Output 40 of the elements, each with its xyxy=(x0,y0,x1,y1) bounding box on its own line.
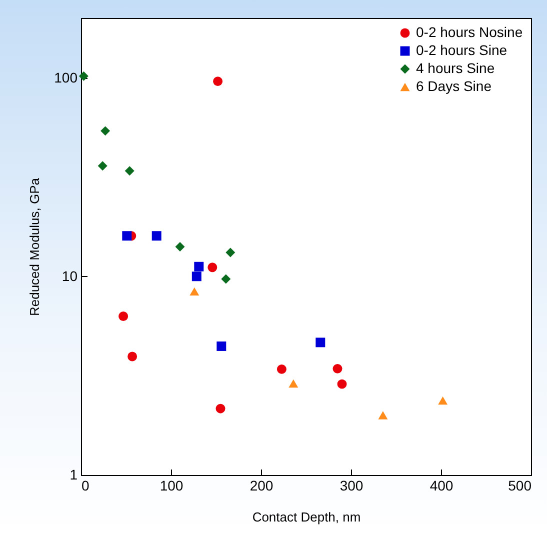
legend-label: 0-2 hours Sine xyxy=(416,42,508,58)
point xyxy=(78,71,88,81)
point xyxy=(124,166,134,176)
legend-label: 6 Days Sine xyxy=(416,78,492,94)
point xyxy=(213,76,223,86)
x-tick-label: 100 xyxy=(160,478,184,494)
x-tick-label: 300 xyxy=(340,478,364,494)
point xyxy=(192,272,202,282)
point xyxy=(288,379,298,388)
y-tick-label: 100 xyxy=(54,69,78,86)
x-axis-title: Contact Depth, nm xyxy=(252,510,361,524)
point xyxy=(337,379,347,389)
y-tick-label: 1 xyxy=(70,466,78,482)
point xyxy=(175,242,185,252)
x-tick-label: 500 xyxy=(508,478,532,494)
legend-label: 0-2 hours Nosine xyxy=(416,24,523,40)
point xyxy=(216,404,226,414)
point xyxy=(226,248,236,258)
point xyxy=(98,161,108,171)
point xyxy=(190,287,200,296)
point xyxy=(276,364,286,374)
point xyxy=(332,364,342,374)
point xyxy=(438,396,448,405)
point xyxy=(194,262,204,272)
legend-label: 4 hours Sine xyxy=(416,60,495,76)
y-tick-label: 10 xyxy=(62,268,78,284)
x-tick-label: 400 xyxy=(430,478,454,494)
x-tick-label: 200 xyxy=(250,478,274,494)
point xyxy=(208,262,218,272)
point xyxy=(378,411,388,420)
point xyxy=(152,231,162,241)
point xyxy=(118,312,128,321)
y-axis-title: Reduced Modulus, GPa xyxy=(27,177,42,316)
point xyxy=(216,341,226,351)
point xyxy=(122,231,132,241)
point xyxy=(221,274,231,284)
point xyxy=(316,338,326,348)
point xyxy=(100,126,110,136)
point xyxy=(128,352,138,362)
x-tick-label: 0 xyxy=(82,478,90,494)
